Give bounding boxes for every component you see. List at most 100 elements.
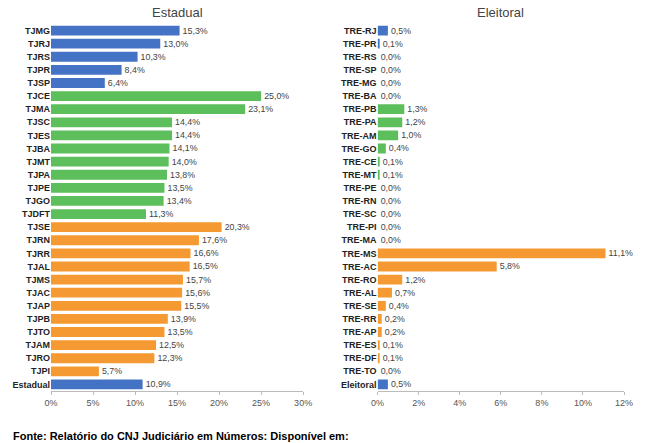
svg-text:TRE-RS: TRE-RS <box>343 52 377 62</box>
svg-text:4%: 4% <box>453 398 466 408</box>
svg-text:TJPE: TJPE <box>27 183 50 193</box>
svg-text:1,2%: 1,2% <box>405 275 425 285</box>
svg-text:TJMA: TJMA <box>26 104 51 114</box>
svg-text:0,1%: 0,1% <box>383 353 403 363</box>
svg-text:Eleitoral: Eleitoral <box>341 380 377 390</box>
svg-text:8,4%: 8,4% <box>125 65 145 75</box>
svg-text:TJCE: TJCE <box>27 91 50 101</box>
svg-text:TRE-SP: TRE-SP <box>344 65 377 75</box>
svg-text:0,5%: 0,5% <box>391 379 411 389</box>
svg-text:10,3%: 10,3% <box>141 52 166 62</box>
svg-text:13,0%: 13,0% <box>163 39 188 49</box>
svg-text:TJMT: TJMT <box>27 157 51 167</box>
svg-text:TRE-RR: TRE-RR <box>343 314 377 324</box>
svg-text:0,1%: 0,1% <box>383 170 403 180</box>
svg-text:TJBA: TJBA <box>26 144 50 154</box>
svg-text:TJMS: TJMS <box>26 275 50 285</box>
svg-text:5%: 5% <box>87 398 100 408</box>
svg-text:Fonte: Relatório do CNJ Judici: Fonte: Relatório do CNJ Judiciário em Nú… <box>13 430 349 442</box>
svg-text:TJSE: TJSE <box>27 222 50 232</box>
svg-text:TRE-MA: TRE-MA <box>342 235 377 245</box>
svg-text:0,7%: 0,7% <box>395 288 415 298</box>
svg-text:TRE-RN: TRE-RN <box>343 196 377 206</box>
svg-text:8%: 8% <box>535 398 548 408</box>
svg-text:5,8%: 5,8% <box>500 261 520 271</box>
svg-text:TRE-RJ: TRE-RJ <box>344 26 377 36</box>
svg-text:Estadual: Estadual <box>152 5 203 20</box>
svg-text:0,2%: 0,2% <box>385 327 405 337</box>
svg-text:TRE-PR: TRE-PR <box>343 39 377 49</box>
svg-text:TRE-MG: TRE-MG <box>341 78 377 88</box>
svg-text:TJRS: TJRS <box>27 52 50 62</box>
svg-text:TRE-PE: TRE-PE <box>344 183 377 193</box>
svg-text:0,0%: 0,0% <box>381 235 401 245</box>
svg-text:12,3%: 12,3% <box>157 353 182 363</box>
svg-text:TJPB: TJPB <box>27 314 51 324</box>
svg-text:16,6%: 16,6% <box>194 248 219 258</box>
svg-text:11,3%: 11,3% <box>149 209 174 219</box>
svg-text:0,0%: 0,0% <box>381 183 401 193</box>
svg-text:TRE-SE: TRE-SE <box>344 301 377 311</box>
svg-text:0,0%: 0,0% <box>381 65 401 75</box>
svg-text:6%: 6% <box>494 398 507 408</box>
svg-text:1,3%: 1,3% <box>407 104 427 114</box>
svg-text:TRE-MT: TRE-MT <box>343 170 377 180</box>
svg-text:0,0%: 0,0% <box>381 196 401 206</box>
svg-text:5,7%: 5,7% <box>102 366 122 376</box>
svg-text:TJTO: TJTO <box>27 327 50 337</box>
svg-text:13,8%: 13,8% <box>170 170 195 180</box>
svg-text:6,4%: 6,4% <box>108 78 128 88</box>
svg-text:10,9%: 10,9% <box>146 379 171 389</box>
svg-text:0,1%: 0,1% <box>383 157 403 167</box>
svg-text:25%: 25% <box>252 398 270 408</box>
svg-text:0,1%: 0,1% <box>383 340 403 350</box>
svg-text:0,5%: 0,5% <box>391 26 411 36</box>
svg-text:TJAL: TJAL <box>28 262 51 272</box>
svg-text:TRE-AC: TRE-AC <box>343 262 377 272</box>
svg-text:0,0%: 0,0% <box>381 209 401 219</box>
svg-text:14,4%: 14,4% <box>175 117 200 127</box>
svg-text:TJRR: TJRR <box>26 249 50 259</box>
svg-text:10%: 10% <box>126 398 144 408</box>
svg-text:0,2%: 0,2% <box>385 314 405 324</box>
svg-text:TRE-TO: TRE-TO <box>343 366 376 376</box>
svg-text:TJAM: TJAM <box>26 340 51 350</box>
svg-text:TJMG: TJMG <box>25 26 50 36</box>
svg-text:14,4%: 14,4% <box>175 130 200 140</box>
svg-text:0,0%: 0,0% <box>381 52 401 62</box>
svg-text:TRE-PI: TRE-PI <box>347 222 377 232</box>
svg-text:13,4%: 13,4% <box>167 196 192 206</box>
svg-text:15%: 15% <box>168 398 186 408</box>
svg-text:TJPA: TJPA <box>28 170 51 180</box>
svg-text:15,6%: 15,6% <box>185 288 210 298</box>
svg-text:16,5%: 16,5% <box>193 261 218 271</box>
svg-text:2%: 2% <box>412 398 425 408</box>
svg-text:TRE-PA: TRE-PA <box>344 117 377 127</box>
svg-text:1,2%: 1,2% <box>405 117 425 127</box>
svg-text:13,9%: 13,9% <box>171 314 196 324</box>
svg-text:0,0%: 0,0% <box>381 222 401 232</box>
svg-text:TRE-ES: TRE-ES <box>344 340 377 350</box>
svg-text:TJES: TJES <box>27 131 50 141</box>
svg-text:TJSP: TJSP <box>27 78 50 88</box>
svg-text:30%: 30% <box>294 398 312 408</box>
svg-text:TJDFT: TJDFT <box>22 209 51 219</box>
svg-text:TJRJ: TJRJ <box>28 39 50 49</box>
svg-text:TRE-SC: TRE-SC <box>343 209 377 219</box>
svg-text:TJRO: TJRO <box>26 353 50 363</box>
svg-text:TRE-GO: TRE-GO <box>342 144 377 154</box>
svg-text:0,4%: 0,4% <box>389 143 409 153</box>
svg-text:0%: 0% <box>371 398 384 408</box>
svg-text:0,0%: 0,0% <box>381 78 401 88</box>
svg-text:17,6%: 17,6% <box>202 235 227 245</box>
svg-text:TRE-BA: TRE-BA <box>343 91 377 101</box>
svg-text:12,5%: 12,5% <box>159 340 184 350</box>
svg-text:TRE-CE: TRE-CE <box>343 157 377 167</box>
svg-text:0,0%: 0,0% <box>381 91 401 101</box>
svg-text:TRE-RO: TRE-RO <box>342 275 377 285</box>
svg-text:12%: 12% <box>615 398 633 408</box>
svg-text:23,1%: 23,1% <box>248 104 273 114</box>
svg-text:0%: 0% <box>44 398 57 408</box>
svg-text:0,4%: 0,4% <box>389 301 409 311</box>
svg-text:TJPR: TJPR <box>27 65 51 75</box>
